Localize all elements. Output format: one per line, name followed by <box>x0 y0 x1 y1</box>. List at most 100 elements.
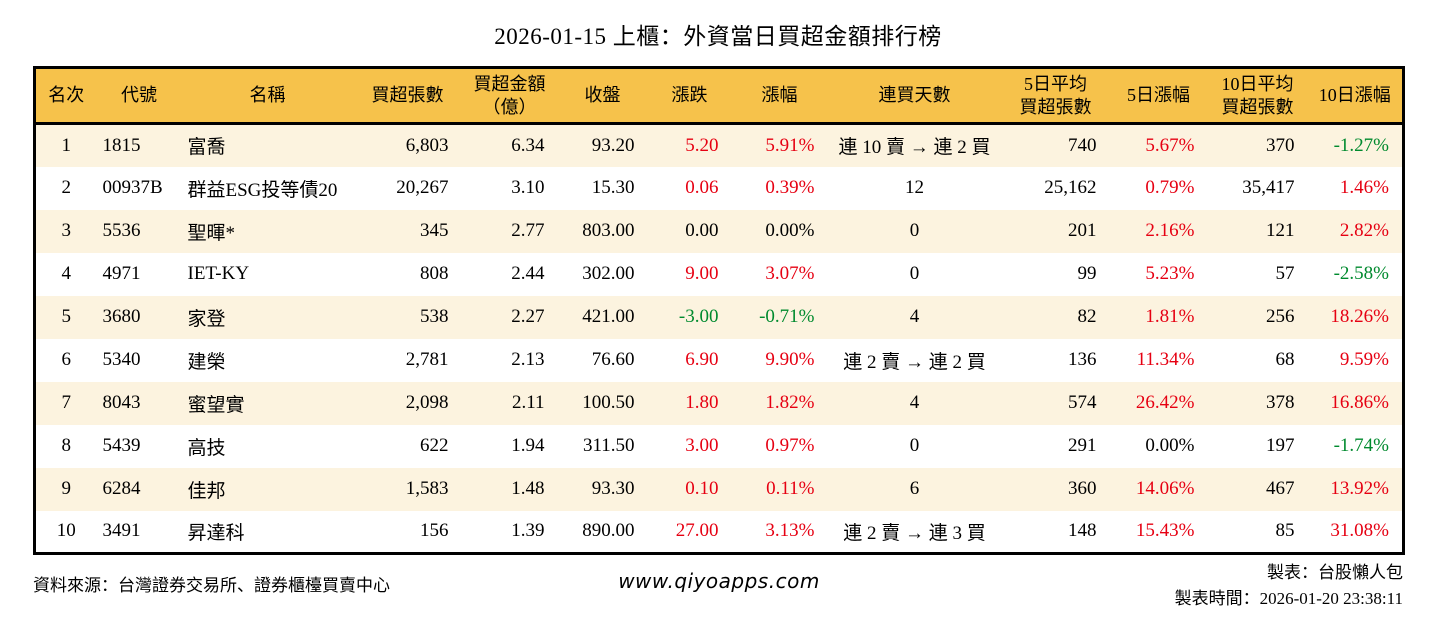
table-cell: 蜜望實 <box>187 394 245 416</box>
table-cell: 1.81% <box>1145 306 1195 327</box>
table-cell: 2.77 <box>511 220 545 241</box>
column-header-1: 代號 <box>96 67 182 125</box>
table-cell: 1.48 <box>511 478 545 499</box>
table-cell: 808 <box>420 263 449 284</box>
table-cell: 0.97% <box>765 435 815 456</box>
column-header-10: 5日漲幅 <box>1109 67 1208 125</box>
table-cell: 12 <box>905 177 924 198</box>
table-cell: 6,803 <box>405 134 449 156</box>
table-cell: 136 <box>1068 349 1097 370</box>
ranking-table: 名次 代號 名稱 買超張數 買超金額 （億） 收盤 漲跌 漲幅 連買天數 5日平均 買超張數 5日漲… <box>33 66 1405 555</box>
table-cell: 0.06 <box>685 177 719 198</box>
table-cell: 31.08% <box>1330 520 1389 542</box>
table-cell: 20,267 <box>396 177 449 198</box>
table-cell: 10 <box>56 520 76 542</box>
table-cell: 15.30 <box>591 177 635 198</box>
table-cell: 9.90% <box>765 349 815 370</box>
table-cell: 2,781 <box>405 349 449 370</box>
table-cell: 3491 <box>102 520 141 542</box>
table-cell: 15.43% <box>1135 520 1195 542</box>
table-cell: 6.90 <box>685 349 719 370</box>
table-cell: 85 <box>1275 520 1295 542</box>
table-row: 10 3491 昇達科 156 1.39 890.00 27.00 3.13% 連 2 賣 → … <box>34 510 1404 554</box>
column-header-5: 收盤 <box>557 67 648 125</box>
table-cell: 2.16% <box>1145 220 1195 241</box>
table-cell: -0.71% <box>759 306 815 327</box>
table-cell: 0.11% <box>766 478 815 499</box>
table-cell: 11.34% <box>1136 349 1195 370</box>
table-cell: 538 <box>420 306 449 327</box>
table-cell: 35,417 <box>1242 177 1295 198</box>
table-cell: 5 <box>61 306 72 327</box>
table-row: 4 4971 IET-KY 808 2.44 302.00 9.00 3.07% 0 99 5.23… <box>34 252 1404 296</box>
table-row: 8 5439 高技 622 1.94 311.50 3.00 0.97% 0 291 0.00% 19… <box>34 424 1404 468</box>
table-cell: 0.79% <box>1145 177 1195 198</box>
table-cell: 4971 <box>102 263 141 284</box>
table-cell: 3680 <box>102 306 141 327</box>
table-cell: -3.00 <box>678 306 719 327</box>
table-body: 1 1815 富喬 6,803 6.34 93.20 5.20 5.91% 連 10 賣 → 連… <box>34 123 1404 554</box>
table-row: 2 00937B 群益ESG投等債20 20,267 3.10 15.30 0.06 0.39… <box>34 166 1404 210</box>
table-cell: 93.20 <box>591 134 635 156</box>
table-cell: 26.42% <box>1135 392 1195 413</box>
table-cell: -2.58% <box>1333 263 1389 284</box>
table-cell: 8043 <box>102 392 141 413</box>
table-row: 5 3680 家登 538 2.27 421.00 -3.00 -0.71% 4 82 1.81% 2… <box>34 295 1404 339</box>
table-cell: 建榮 <box>187 351 226 373</box>
table-cell: 3.10 <box>511 177 545 198</box>
table-cell: -1.27% <box>1333 134 1389 156</box>
table-cell: 121 <box>1266 220 1295 241</box>
table-cell: 連 2 賣 → 連 2 買 <box>843 351 986 373</box>
table-header-row: 名次 代號 名稱 買超張數 買超金額 （億） 收盤 漲跌 漲幅 連買天數 5日平均 買超張數 5日漲… <box>34 67 1404 125</box>
table-cell: 803.00 <box>582 220 635 241</box>
table-cell: 6 <box>909 478 920 499</box>
table-cell: 378 <box>1266 392 1295 413</box>
table-cell: 890.00 <box>582 520 635 542</box>
table-cell: 4 <box>909 306 920 327</box>
table-cell: 0 <box>909 435 920 456</box>
table-cell: 9.00 <box>685 263 719 284</box>
table-row: 6 5340 建榮 2,781 2.13 76.60 6.90 9.90% 連 2 賣 → 連 … <box>34 338 1404 382</box>
table-cell: 5.91% <box>765 134 815 156</box>
table-cell: 富喬 <box>187 137 226 159</box>
table-cell: 家登 <box>187 308 226 330</box>
table-cell: 高技 <box>187 437 226 459</box>
table-cell: 5340 <box>102 349 141 370</box>
table-cell: 14.06% <box>1135 478 1195 499</box>
table-cell: 1.94 <box>511 435 545 456</box>
table-cell: 0.00% <box>1145 435 1195 456</box>
table-row: 9 6284 佳邦 1,583 1.48 93.30 0.10 0.11% 6 360 14.06%… <box>34 467 1404 511</box>
column-header-9: 5日平均 買超張數 <box>1001 67 1110 125</box>
table-cell: 0 <box>909 263 920 284</box>
table-cell: 345 <box>420 220 449 241</box>
table-cell: 201 <box>1068 220 1097 241</box>
timestamp-label: 製表時間：2026-01-20 23:38:11 <box>1174 589 1403 608</box>
table-cell: 3.13% <box>765 520 815 542</box>
table-cell: 25,162 <box>1044 177 1097 198</box>
table-cell: 1.39 <box>511 520 545 542</box>
table-cell: 3.07% <box>765 263 815 284</box>
column-header-7: 漲幅 <box>731 67 828 125</box>
table-cell: 291 <box>1068 435 1097 456</box>
table-cell: 27.00 <box>675 520 719 542</box>
column-header-4: 買超金額 （億） <box>461 67 558 125</box>
table-cell: 0.39% <box>765 177 815 198</box>
table-cell: 93.30 <box>591 478 635 499</box>
table-cell: 9 <box>61 478 72 499</box>
table-cell: IET-KY <box>187 263 250 284</box>
table-cell: 連 10 賣 → 連 2 買 <box>838 137 991 159</box>
table-cell: 370 <box>1266 134 1295 156</box>
table-cell: 740 <box>1068 134 1097 156</box>
column-header-2: 名稱 <box>181 67 354 125</box>
table-cell: 3.00 <box>685 435 719 456</box>
table-cell: 18.26% <box>1330 306 1389 327</box>
table-cell: 5.23% <box>1145 263 1195 284</box>
table-cell: 99 <box>1077 263 1097 284</box>
table-row: 7 8043 蜜望實 2,098 2.11 100.50 1.80 1.82% 4 574 26.4… <box>34 381 1404 425</box>
table-cell: 0.10 <box>685 478 719 499</box>
column-header-11: 10日平均 買超張數 <box>1207 67 1308 125</box>
table-cell: 148 <box>1068 520 1097 542</box>
table-cell: 16.86% <box>1330 392 1389 413</box>
table-cell: 57 <box>1275 263 1295 284</box>
table-cell: 2.11 <box>511 392 545 413</box>
